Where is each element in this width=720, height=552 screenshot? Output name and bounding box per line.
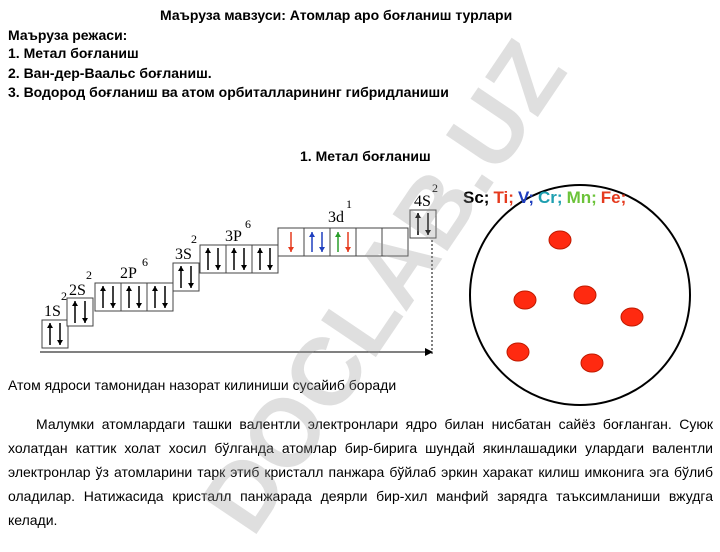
plan-heading: Маъруза режаси: — [8, 27, 128, 43]
spin-arrow-head — [178, 266, 184, 271]
orbital-boxes: 1S2 2S2 2P6 3S2 3P6 3d1 4S2 — [41, 181, 438, 349]
element-symbol: Mn; — [567, 188, 597, 207]
element-symbol: Ti; — [493, 188, 513, 207]
spin-arrow-head — [152, 286, 158, 291]
orbital-box — [381, 227, 409, 257]
spin-arrow-head — [72, 301, 78, 306]
orbital-box — [41, 319, 69, 349]
spin-arrow-head — [345, 247, 351, 252]
element-symbol: Fe; — [601, 188, 627, 207]
electron-count: 2 — [432, 181, 438, 195]
orbital-label: 2P — [120, 265, 137, 282]
spin-arrow-head — [267, 265, 273, 270]
electron — [548, 230, 572, 250]
spin-arrow-head — [335, 232, 341, 237]
electron — [506, 342, 530, 362]
paragraph: Малумки атомлардаги ташки валентли элект… — [8, 416, 713, 528]
slide: {"header":{"title":"Маъруза мавзуси: Ато… — [8, 7, 713, 552]
orbital-box — [251, 244, 279, 274]
plan-item: 2. Ван-дер-Ваальс боғланиш. — [8, 65, 212, 81]
electron — [573, 285, 597, 305]
spin-arrow-head — [57, 340, 63, 345]
element-symbol: Sc; — [463, 188, 489, 207]
orbital-box — [66, 297, 94, 327]
element-symbol: Cr; — [538, 188, 563, 207]
spin-arrow-head — [100, 286, 106, 291]
orbital-box — [146, 282, 174, 312]
electron — [580, 353, 604, 373]
electron — [513, 290, 537, 310]
spin-arrow-head — [82, 318, 88, 323]
spin-arrow-head — [319, 247, 325, 252]
spin-arrow-head — [136, 303, 142, 308]
orbital-box — [355, 227, 383, 257]
electron-count: 2 — [61, 289, 67, 303]
electron-count: 6 — [142, 255, 148, 269]
electron-count: 6 — [245, 217, 251, 231]
orbital-box — [329, 227, 357, 257]
orbital-box — [120, 282, 148, 312]
orbital-label: 3S — [175, 246, 192, 263]
spin-arrow-head — [126, 286, 132, 291]
section-title: 1. Метал боғланиш — [300, 148, 431, 164]
orbital-label: 2S — [69, 282, 86, 299]
orbital-box — [303, 227, 331, 257]
element-symbol: V; — [518, 188, 534, 207]
electron-count: 2 — [86, 268, 92, 282]
spin-arrow-head — [188, 283, 194, 288]
caption: Атом ядроси тамонидан назорат килиниши с… — [8, 377, 397, 393]
spin-arrow-head — [241, 265, 247, 270]
element-list: Sc; Ti; V; Cr; Mn; Fe; — [463, 188, 626, 207]
electron — [620, 307, 644, 327]
orbital-label: 3P — [225, 228, 242, 245]
spin-arrow-head — [309, 232, 315, 237]
diagram: 1S2 2S2 2P6 3S2 3P6 3d1 4S2 Sc; Ti; V; Cr; Mn; Fe; — [40, 181, 691, 406]
spin-arrow-head — [288, 247, 294, 252]
plan-item: 3. Водород боғланиш ва атом орбиталларин… — [8, 84, 449, 100]
orbital-box — [94, 282, 122, 312]
spin-arrow-head — [231, 248, 237, 253]
spin-arrow-head — [162, 303, 168, 308]
electron-count: 1 — [346, 197, 352, 211]
spin-arrow-head — [425, 230, 431, 235]
spin-arrow-head — [47, 323, 53, 328]
spin-arrow-head — [215, 265, 221, 270]
spin-arrow-head — [110, 303, 116, 308]
spin-arrow-head — [257, 248, 263, 253]
orbital-label: 1S — [44, 303, 61, 320]
electrons — [506, 230, 644, 373]
title: Маъруза мавзуси: Атомлар аро боғланиш ту… — [160, 7, 513, 23]
plan-item: 1. Метал боғланиш — [8, 45, 139, 61]
orbital-box — [199, 244, 227, 274]
orbital-label: 4S — [414, 193, 431, 210]
spin-arrow-head — [415, 213, 421, 218]
spin-arrow-head — [205, 248, 211, 253]
electron-count: 2 — [191, 232, 197, 246]
orbital-box — [172, 262, 200, 292]
orbital-label: 3d — [328, 209, 344, 226]
orbital-box — [409, 209, 437, 239]
orbital-box — [225, 244, 253, 274]
